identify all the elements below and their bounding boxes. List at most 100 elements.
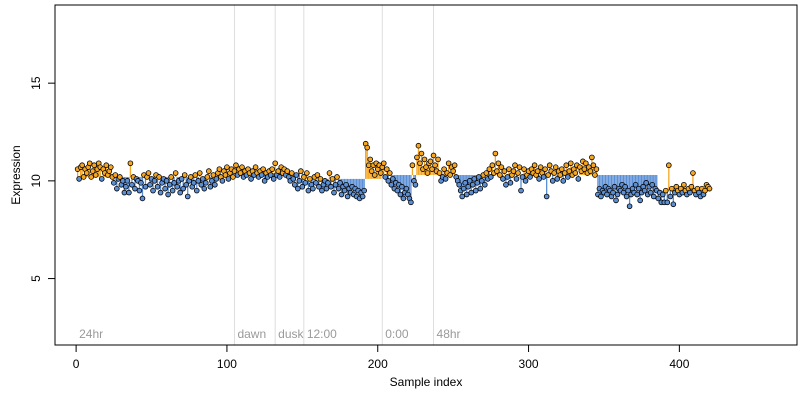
data-point-227: [415, 142, 422, 149]
data-point-55: [156, 174, 162, 180]
data-point-274: [486, 166, 493, 172]
data-point-145: [291, 181, 298, 188]
data-point-62: [166, 181, 173, 188]
data-point-2: [76, 176, 82, 182]
data-point-143: [288, 170, 295, 176]
x-axis-label: Sample index: [390, 375, 463, 389]
data-point-167: [325, 180, 331, 186]
data-point-191: [361, 187, 367, 194]
data-point-46: [142, 183, 149, 190]
data-point-371: [632, 181, 639, 188]
data-point-82: [196, 170, 203, 176]
data-point-106: [233, 162, 239, 169]
data-point-105: [231, 168, 238, 174]
data-point-312: [543, 193, 550, 200]
data-point-97: [219, 178, 226, 184]
data-point-95: [216, 166, 223, 172]
data-point-9: [86, 160, 93, 167]
data-point-204: [380, 160, 387, 167]
data-point-333: [575, 176, 582, 182]
data-point-116: [248, 176, 254, 182]
data-point-124: [260, 166, 266, 172]
data-point-49: [147, 181, 153, 188]
data-point-366: [625, 187, 631, 194]
data-point-266: [474, 180, 481, 186]
data-point-74: [184, 193, 191, 200]
data-point-263: [469, 181, 476, 188]
data-point-236: [429, 166, 435, 172]
data-point-176: [338, 191, 345, 198]
data-point-264: [471, 176, 478, 182]
data-point-60: [163, 178, 170, 184]
data-point-160: [314, 172, 321, 178]
data-point-367: [626, 203, 633, 210]
data-point-377: [641, 187, 648, 194]
data-point-383: [650, 193, 657, 200]
data-point-286: [504, 174, 511, 180]
data-point-129: [267, 172, 274, 178]
data-point-282: [498, 164, 505, 170]
data-point-171: [331, 189, 337, 196]
data-point-338: [583, 160, 589, 167]
data-point-217: [400, 195, 407, 202]
data-point-125: [261, 178, 268, 184]
data-point-180: [344, 193, 351, 200]
data-point-314: [546, 162, 553, 169]
data-point-409: [690, 170, 696, 176]
data-point-222: [408, 199, 414, 206]
data-point-4: [79, 162, 85, 169]
data-point-328: [567, 160, 574, 167]
data-point-161: [316, 183, 322, 190]
data-point-67: [174, 183, 180, 190]
data-point-42: [136, 187, 143, 194]
data-point-159: [313, 180, 319, 186]
data-point-205: [382, 174, 389, 180]
data-point-64: [169, 187, 176, 194]
data-point-285: [503, 181, 509, 188]
y-tick-label-15: 15: [29, 76, 43, 90]
data-point-352: [604, 191, 610, 198]
x-tick-label-300: 300: [519, 357, 539, 371]
data-point-276: [489, 162, 496, 169]
data-point-157: [310, 185, 316, 192]
data-point-298: [522, 178, 529, 184]
data-point-373: [635, 185, 642, 192]
data-point-389: [659, 191, 666, 198]
data-point-23: [108, 164, 114, 170]
data-point-146: [293, 172, 300, 178]
data-point-90: [209, 178, 215, 184]
data-point-345: [593, 166, 600, 172]
data-point-275: [488, 174, 494, 180]
data-point-271: [482, 181, 488, 188]
data-point-134: [275, 168, 282, 174]
data-point-66: [172, 170, 179, 176]
data-point-386: [655, 195, 662, 202]
data-point-322: [558, 166, 565, 172]
data-point-152: [302, 180, 309, 186]
x-tick-label-100: 100: [217, 357, 237, 371]
data-point-91: [210, 172, 217, 178]
region-label-4: 0:00: [385, 327, 409, 341]
data-point-88: [206, 168, 212, 174]
data-point-268: [477, 185, 484, 192]
data-point-396: [670, 201, 677, 208]
data-point-109: [237, 170, 244, 176]
data-point-235: [427, 158, 434, 165]
data-point-228: [417, 160, 423, 167]
data-point-150: [299, 183, 306, 190]
data-point-363: [620, 189, 627, 196]
data-point-281: [497, 172, 503, 178]
data-point-225: [412, 181, 419, 188]
data-point-12: [91, 162, 98, 169]
data-point-56: [157, 189, 164, 196]
data-point-87: [204, 174, 211, 180]
data-point-304: [531, 162, 538, 169]
data-point-51: [150, 187, 156, 194]
data-point-39: [132, 185, 138, 192]
data-point-135: [276, 174, 283, 180]
x-tick-label-0: 0: [73, 357, 80, 371]
data-point-391: [662, 187, 669, 194]
y-tick-label-10: 10: [29, 174, 43, 188]
data-point-393: [666, 162, 672, 169]
data-point-99: [222, 172, 229, 178]
